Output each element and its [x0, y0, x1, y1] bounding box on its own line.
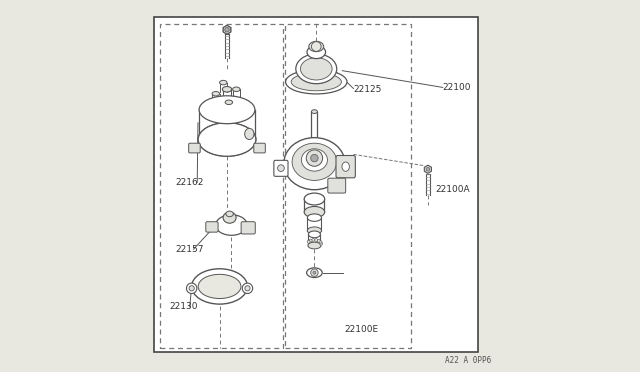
Ellipse shape: [307, 214, 321, 221]
FancyBboxPatch shape: [189, 143, 200, 153]
Ellipse shape: [198, 275, 241, 298]
Ellipse shape: [307, 46, 326, 58]
Ellipse shape: [222, 86, 232, 92]
Circle shape: [189, 286, 195, 291]
Ellipse shape: [307, 268, 322, 278]
FancyBboxPatch shape: [206, 222, 218, 232]
FancyBboxPatch shape: [241, 222, 255, 234]
Circle shape: [312, 238, 315, 241]
Text: 22100A: 22100A: [435, 185, 470, 194]
Ellipse shape: [244, 128, 254, 140]
Ellipse shape: [304, 193, 324, 205]
Ellipse shape: [216, 215, 247, 235]
Ellipse shape: [226, 211, 234, 217]
Text: 22162: 22162: [175, 178, 204, 187]
Text: 22100E: 22100E: [344, 325, 378, 334]
FancyBboxPatch shape: [254, 143, 266, 153]
Circle shape: [319, 241, 322, 244]
Ellipse shape: [304, 206, 324, 218]
Text: 22100: 22100: [443, 83, 471, 92]
Text: 22125: 22125: [353, 85, 382, 94]
Ellipse shape: [212, 92, 220, 96]
Ellipse shape: [198, 123, 256, 156]
Circle shape: [307, 240, 310, 243]
Circle shape: [313, 271, 316, 274]
Ellipse shape: [199, 96, 255, 124]
Ellipse shape: [292, 143, 337, 180]
Bar: [285, 24, 411, 348]
FancyBboxPatch shape: [328, 178, 346, 193]
Text: A22 A 0PP6: A22 A 0PP6: [445, 356, 491, 365]
Ellipse shape: [220, 80, 227, 85]
Circle shape: [317, 239, 320, 242]
Text: 22157: 22157: [175, 245, 204, 254]
Ellipse shape: [291, 73, 341, 91]
FancyBboxPatch shape: [336, 155, 355, 178]
Ellipse shape: [232, 87, 240, 92]
Circle shape: [306, 150, 323, 166]
Ellipse shape: [342, 162, 349, 171]
Circle shape: [278, 165, 284, 171]
Circle shape: [312, 42, 321, 51]
Ellipse shape: [198, 123, 256, 156]
Circle shape: [310, 154, 318, 162]
Bar: [160, 24, 283, 348]
Ellipse shape: [300, 58, 332, 80]
Ellipse shape: [285, 70, 347, 94]
Circle shape: [426, 167, 429, 171]
Circle shape: [186, 283, 197, 294]
FancyBboxPatch shape: [274, 160, 288, 176]
Circle shape: [245, 286, 250, 291]
Ellipse shape: [284, 138, 345, 190]
Ellipse shape: [308, 242, 321, 249]
Ellipse shape: [308, 231, 321, 238]
Ellipse shape: [301, 149, 328, 171]
Circle shape: [243, 283, 253, 294]
Circle shape: [319, 242, 323, 245]
Polygon shape: [424, 165, 431, 173]
Ellipse shape: [223, 212, 236, 223]
Ellipse shape: [225, 100, 232, 105]
Circle shape: [225, 28, 229, 32]
Circle shape: [315, 238, 317, 241]
Ellipse shape: [312, 110, 317, 113]
Bar: [154, 17, 478, 352]
Ellipse shape: [307, 227, 321, 234]
Circle shape: [310, 269, 318, 276]
Polygon shape: [223, 25, 231, 34]
Circle shape: [309, 239, 312, 242]
Ellipse shape: [309, 41, 324, 52]
Ellipse shape: [191, 269, 248, 304]
Text: 22130: 22130: [170, 302, 198, 311]
Ellipse shape: [296, 54, 337, 84]
